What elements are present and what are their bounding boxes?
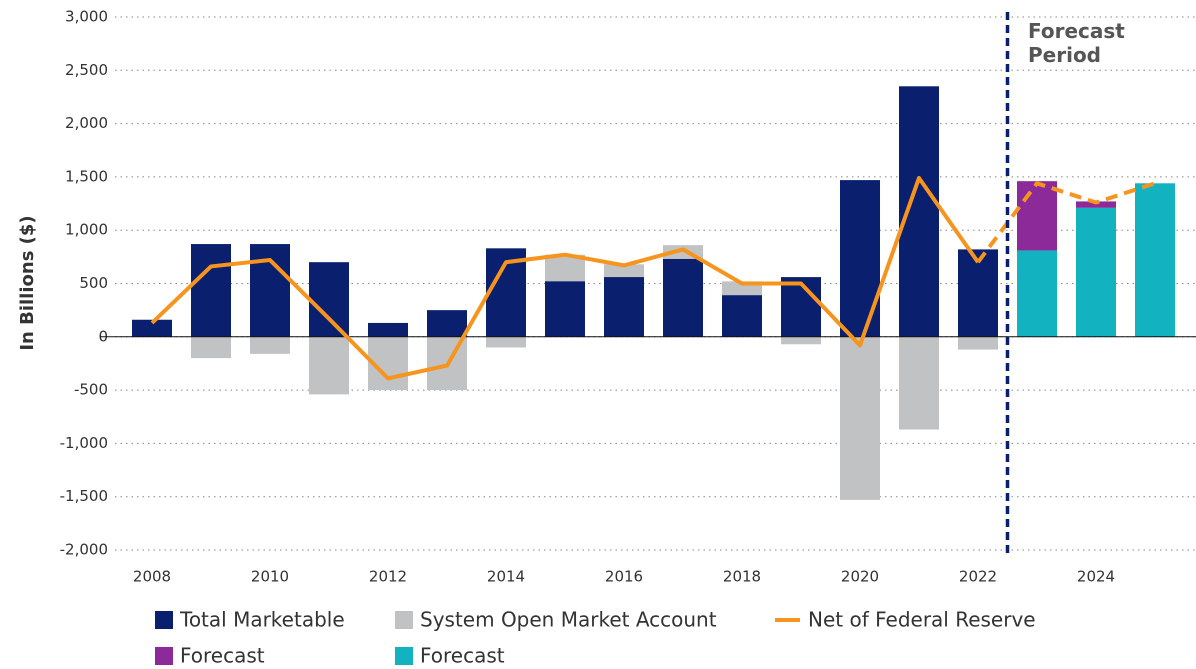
bar (1076, 201, 1116, 208)
y-tick-label: 2,000 (65, 114, 108, 132)
bar (427, 310, 467, 337)
y-tick-label: -500 (74, 381, 108, 399)
bar (250, 244, 290, 337)
bar (250, 336, 290, 354)
legend-swatch (155, 647, 173, 665)
y-tick-label: -2,000 (60, 541, 108, 559)
bar (1135, 183, 1175, 337)
line (976, 181, 1156, 264)
bar (663, 258, 703, 337)
x-tick-label: 2016 (605, 568, 643, 586)
legend-label: System Open Market Account (420, 608, 717, 632)
bar (722, 295, 762, 337)
bar (191, 244, 231, 337)
y-tick-label: 1,500 (65, 167, 108, 185)
bar (368, 322, 408, 337)
x-tick-label: 2008 (133, 568, 171, 586)
annotation: Forecast Period (1028, 19, 1125, 67)
legend-swatch (155, 611, 173, 629)
bar (958, 249, 998, 337)
bar (132, 319, 172, 337)
legend-swatch (395, 647, 413, 665)
bar (781, 336, 821, 345)
y-tick-label: -1,500 (60, 487, 108, 505)
y-tick-label: 500 (79, 274, 108, 292)
x-tick-label: 2024 (1077, 568, 1115, 586)
bar (486, 336, 526, 348)
bar (958, 336, 998, 350)
legend-label: Forecast (420, 644, 505, 668)
bar (191, 336, 231, 359)
x-tick-label: 2022 (959, 568, 997, 586)
bar (840, 336, 880, 500)
x-tick-label: 2014 (487, 568, 525, 586)
bar (1076, 207, 1116, 337)
x-tick-label: 2018 (723, 568, 761, 586)
bar (899, 336, 939, 430)
y-tick-label: 1,000 (65, 221, 108, 239)
y-tick-label: -1,000 (60, 434, 108, 452)
y-axis-label: In Billions ($) (17, 215, 38, 350)
bar (309, 262, 349, 337)
x-tick-label: 2020 (841, 568, 879, 586)
bar (1017, 250, 1057, 337)
bar (309, 336, 349, 395)
legend-swatch (395, 611, 413, 629)
bar (899, 86, 939, 337)
bar (840, 180, 880, 337)
x-tick-label: 2010 (251, 568, 289, 586)
legend: Total Marketable System Open Market Accou… (155, 608, 1036, 668)
bar (604, 277, 644, 337)
bar (545, 281, 585, 337)
y-tick-label: 2,500 (65, 61, 108, 79)
line (150, 175, 980, 381)
legend-label: Total Marketable (179, 608, 345, 632)
bar (781, 277, 821, 337)
x-tick-label: 2012 (369, 568, 407, 586)
legend-label: Net of Federal Reserve (808, 608, 1036, 632)
legend-label: Forecast (180, 644, 265, 668)
y-tick-label: 3,000 (65, 8, 108, 26)
bar (1017, 181, 1057, 251)
